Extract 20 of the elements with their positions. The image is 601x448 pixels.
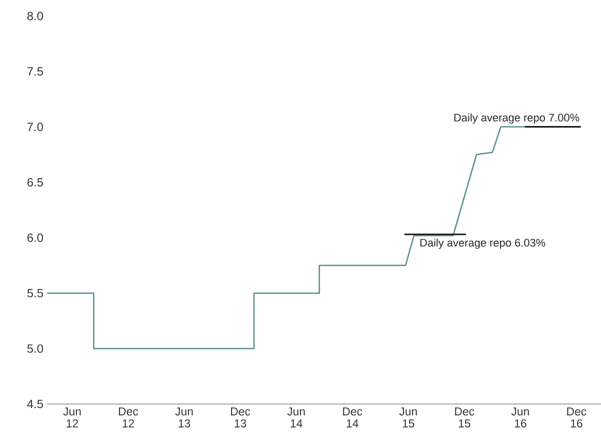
x-tick-label: Jun 12: [63, 408, 81, 428]
x-tick-label: Jun 13: [175, 408, 193, 428]
x-tick-label: Jun 14: [287, 408, 305, 428]
x-tick-label: Jun 16: [511, 408, 529, 428]
x-tick-label: Dec 15: [455, 408, 474, 428]
y-tick-label: 6.0: [27, 233, 44, 242]
y-tick-label: 6.5: [27, 178, 43, 187]
y-tick-label: 5.0: [27, 344, 44, 353]
x-tick-label: Dec 13: [231, 408, 250, 428]
x-tick-label: Dec 14: [343, 408, 362, 428]
y-tick-label: 8.0: [27, 12, 44, 20]
y-tick-label: 7.0: [27, 122, 44, 132]
y-tick-label: 7.5: [27, 67, 43, 76]
annotation: Daily average repo 7.00%: [454, 113, 580, 124]
annotation: Daily average repo 6.03%: [420, 238, 546, 249]
x-tick-label: Jun 15: [399, 408, 417, 428]
x-tick-label: Dec 16: [567, 408, 586, 428]
x-tick-label: Dec 12: [118, 408, 138, 428]
y-tick-label: 4.5: [27, 400, 43, 408]
y-tick-label: 5.5: [27, 288, 43, 298]
